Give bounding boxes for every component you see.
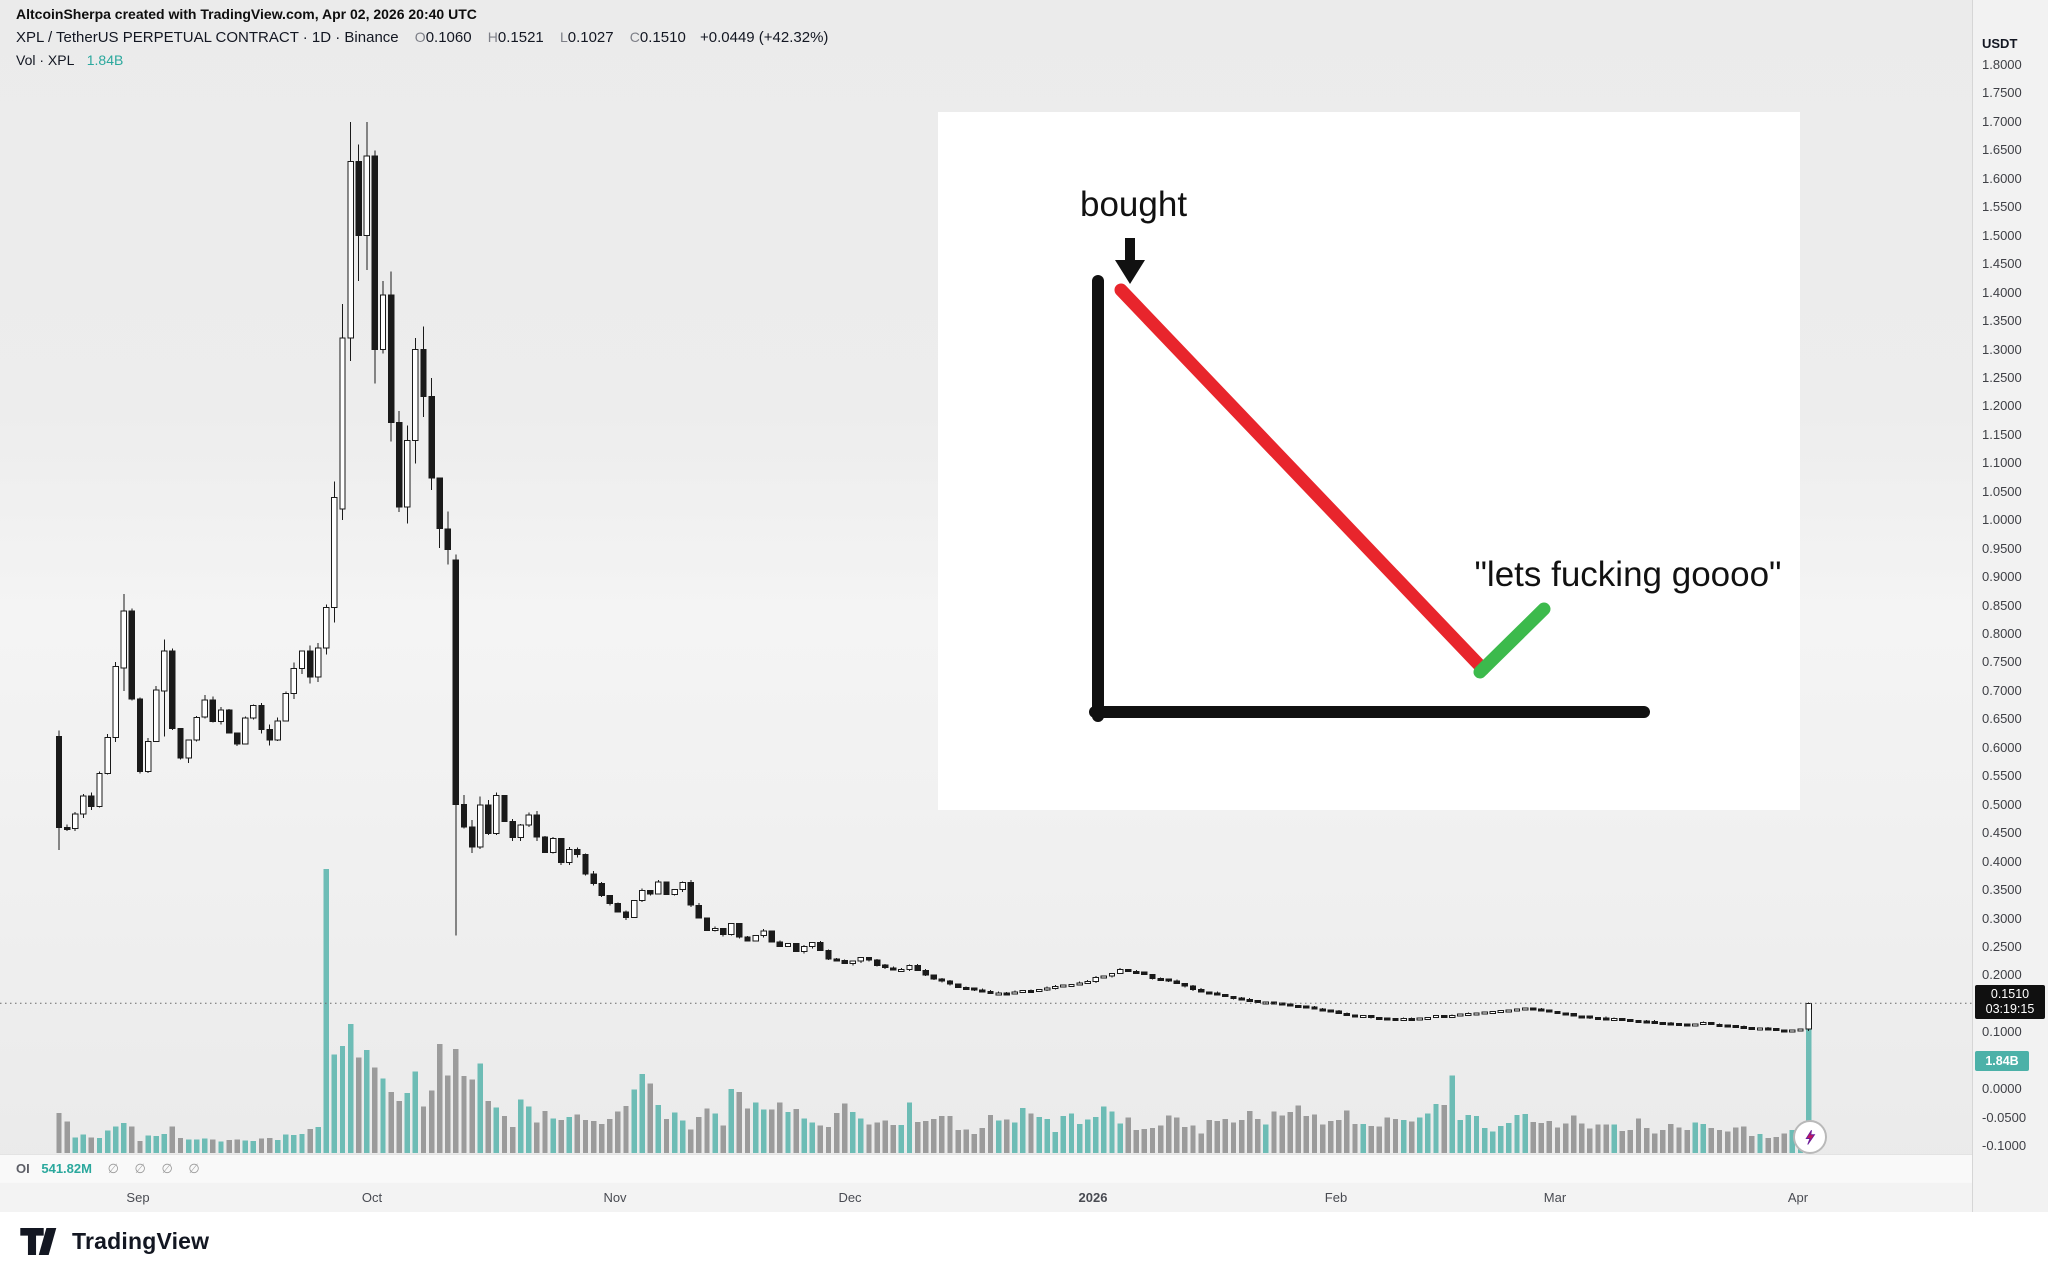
timeline-month-label: Mar bbox=[1543, 1190, 1567, 1205]
timeline-month-label: 2026 bbox=[1078, 1190, 1108, 1205]
close-value: 0.1510 bbox=[639, 29, 686, 46]
price-tick-label: 1.2500 bbox=[1982, 370, 2022, 385]
timeline-month-label: Sep bbox=[126, 1190, 150, 1205]
timeline-month-label: Nov bbox=[603, 1190, 627, 1205]
oi-value: 541.82M bbox=[41, 1161, 92, 1176]
meme-green-bounce-line bbox=[1473, 602, 1551, 679]
price-tick-label: 1.5000 bbox=[1982, 228, 2022, 243]
meme-quote-text: "lets fucking goooo" bbox=[1475, 555, 1782, 594]
footer: TradingView bbox=[0, 1212, 2048, 1270]
price-tick-label: 0.3500 bbox=[1982, 882, 2022, 897]
candles bbox=[55, 121, 1812, 1033]
price-tick-label: 0.9500 bbox=[1982, 541, 2022, 556]
change-value: +0.0449 (+42.32%) bbox=[699, 29, 829, 46]
price-tick-label: 1.0000 bbox=[1982, 512, 2022, 527]
price-tick-label: 1.4000 bbox=[1982, 285, 2022, 300]
high-label: H bbox=[487, 29, 498, 45]
timeline-month-label: Feb bbox=[1324, 1190, 1348, 1205]
price-tick-label: 1.0500 bbox=[1982, 484, 2022, 499]
price-tick-label: 0.2000 bbox=[1982, 967, 2022, 982]
oi-label: OI bbox=[16, 1161, 30, 1176]
high-value: 0.1521 bbox=[497, 29, 544, 46]
low-label: L bbox=[559, 29, 568, 45]
price-tick-label: 1.1500 bbox=[1982, 427, 2022, 442]
chart-legend: AltcoinSherpa created with TradingView.c… bbox=[16, 6, 828, 68]
oi-empty-values: ∅ ∅ ∅ ∅ bbox=[107, 1161, 206, 1176]
price-tick-label: 1.8000 bbox=[1982, 57, 2022, 72]
price-tick-label: 1.3500 bbox=[1982, 313, 2022, 328]
price-tick-label: 0.5500 bbox=[1982, 768, 2022, 783]
price-tick-label: 1.4500 bbox=[1982, 256, 2022, 271]
last-price-value: 0.1510 bbox=[1990, 987, 2030, 1001]
volume-value: 1.84B bbox=[86, 52, 124, 68]
chart-plot-area[interactable]: AltcoinSherpa created with TradingView.c… bbox=[0, 0, 1972, 1183]
meme-drawing: bought "lets fucking goooo" bbox=[1080, 185, 1782, 722]
price-tick-label: 0.3000 bbox=[1982, 911, 2022, 926]
price-tick-label: 0.4000 bbox=[1982, 854, 2022, 869]
price-tick-label: 1.2000 bbox=[1982, 398, 2022, 413]
price-tick-label: 0.8500 bbox=[1982, 598, 2022, 613]
price-tick-label: 0.6500 bbox=[1982, 711, 2022, 726]
timeline-month-label: Dec bbox=[838, 1190, 862, 1205]
price-tick-label: 0.9000 bbox=[1982, 569, 2022, 584]
price-tick-label: 1.3000 bbox=[1982, 342, 2022, 357]
last-price-badge: 0.1510 03:19:15 bbox=[1975, 985, 2045, 1019]
price-tick-label: 1.5500 bbox=[1982, 199, 2022, 214]
volume-label[interactable]: Vol · XPL bbox=[16, 52, 74, 68]
price-tick-label: 0.6000 bbox=[1982, 740, 2022, 755]
price-tick-label: 0.5000 bbox=[1982, 797, 2022, 812]
timeline-month-label: Apr bbox=[1787, 1190, 1809, 1205]
volume-axis-badge: 1.84B bbox=[1975, 1051, 2029, 1071]
price-tick-label: 0.1000 bbox=[1982, 1024, 2022, 1039]
price-tick-label: 0.0000 bbox=[1982, 1081, 2022, 1096]
bar-countdown: 03:19:15 bbox=[1985, 1002, 2035, 1016]
meme-annotation-image: bought "lets fucking goooo" bbox=[938, 112, 1800, 810]
brand-name[interactable]: TradingView bbox=[72, 1227, 210, 1254]
price-tick-label: -0.0500 bbox=[1982, 1110, 2027, 1125]
price-tick-label: 1.1000 bbox=[1982, 455, 2022, 470]
price-tick-label: 0.2500 bbox=[1982, 939, 2022, 954]
open-value: 0.1060 bbox=[425, 29, 472, 46]
price-tick-label: 0.4500 bbox=[1982, 825, 2022, 840]
low-value: 0.1027 bbox=[567, 29, 614, 46]
price-tick-label: 0.7000 bbox=[1982, 683, 2022, 698]
meme-red-decline-line bbox=[1114, 283, 1490, 676]
symbol-row: XPL / TetherUS PERPETUAL CONTRACT · 1D ·… bbox=[16, 29, 828, 46]
axis-unit-label: USDT bbox=[1982, 36, 2018, 51]
open-interest-row[interactable]: OI 541.82M ∅ ∅ ∅ ∅ bbox=[0, 1154, 1972, 1183]
price-tick-label: 1.6000 bbox=[1982, 171, 2022, 186]
volume-row: Vol · XPL 1.84B bbox=[16, 52, 828, 68]
price-tick-label: 1.7000 bbox=[1982, 114, 2022, 129]
price-tick-label: 1.7500 bbox=[1982, 85, 2022, 100]
price-tick-label: -0.1000 bbox=[1982, 1138, 2027, 1153]
meme-bought-text: bought bbox=[1080, 185, 1187, 224]
symbol-title[interactable]: XPL / TetherUS PERPETUAL CONTRACT · 1D ·… bbox=[16, 29, 399, 46]
time-axis[interactable]: Sep Oct Nov Dec 2026 Feb Mar Apr bbox=[0, 1182, 1972, 1213]
down-arrow-icon bbox=[1115, 238, 1145, 284]
close-label: C bbox=[629, 29, 640, 45]
volume-bars bbox=[56, 869, 1812, 1153]
price-tick-label: 1.6500 bbox=[1982, 142, 2022, 157]
attribution-text: AltcoinSherpa created with TradingView.c… bbox=[16, 6, 477, 22]
price-tick-label: 0.7500 bbox=[1982, 654, 2022, 669]
price-axis[interactable]: USDT 1.8000 1.7500 1.7000 1.6500 1.6000 1.550… bbox=[1972, 0, 2048, 1212]
candlestick-chart[interactable] bbox=[0, 0, 1972, 1182]
timeline-month-label: Oct bbox=[361, 1190, 383, 1205]
oi-indicator-logo-icon[interactable] bbox=[1793, 1120, 1827, 1154]
open-label: O bbox=[414, 29, 426, 45]
price-tick-label: 0.8000 bbox=[1982, 626, 2022, 641]
tradingview-logo-icon[interactable] bbox=[20, 1227, 62, 1255]
